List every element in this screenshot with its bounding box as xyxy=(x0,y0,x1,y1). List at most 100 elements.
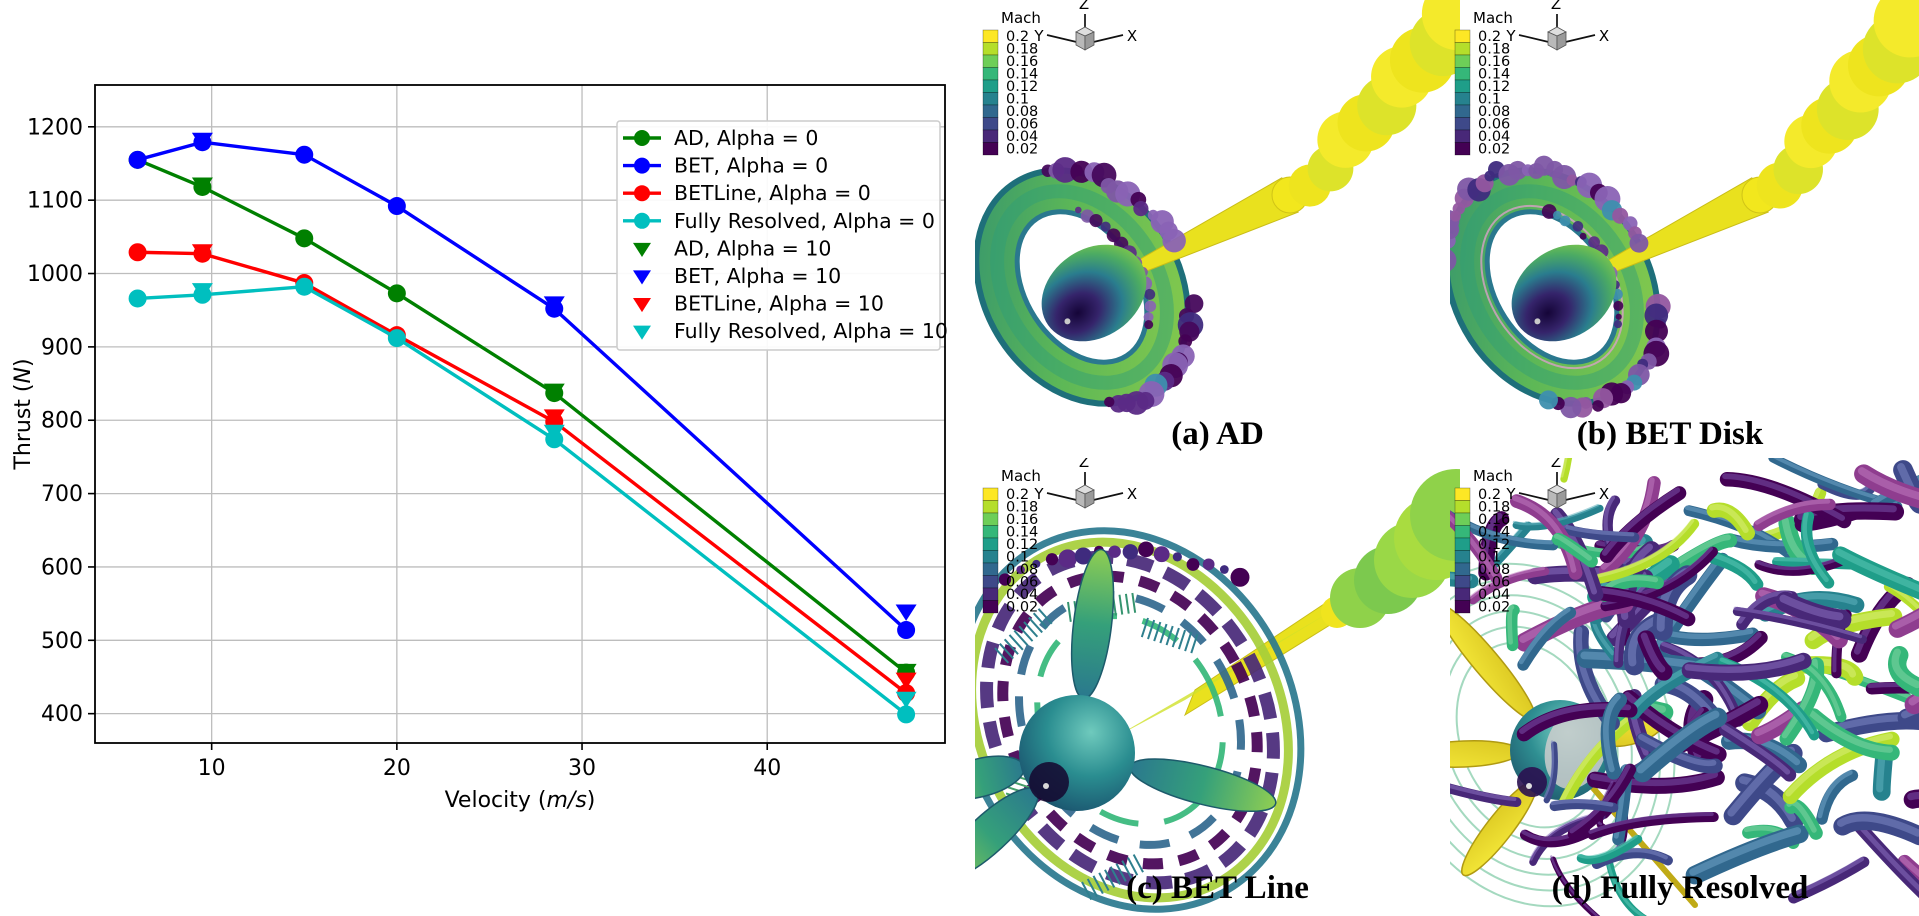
colorbar-title: Mach xyxy=(1473,467,1513,485)
legend-label: BETLine, Alpha = 10 xyxy=(674,292,884,316)
ring-wake-graphic xyxy=(1450,0,1919,419)
colorbar-tick-label: 0.04 xyxy=(1006,587,1038,603)
axis-triad-icon: Z Y X xyxy=(1033,0,1137,51)
colorbar-tick-label: 0.1 xyxy=(1006,550,1029,566)
chart-legend: AD, Alpha = 0 BET, Alpha = 0 BETLine, Alph… xyxy=(616,120,948,351)
cfd-panel-ad: Mach 0.20.180.160.140.120.10.080.060.040.… xyxy=(975,0,1460,415)
colorbar-tick-label: 0.08 xyxy=(1006,562,1038,578)
tick-labels: 10 20 30 40 400 500 600 700 800 900 1000 1100 1200 xyxy=(27,115,781,781)
axis-triad-icon: Z Y X xyxy=(1033,458,1137,509)
colorbar-title: Mach xyxy=(1001,9,1041,27)
colorbar-tick-label: 0.06 xyxy=(1478,117,1510,133)
panel-caption-b: (b) BET Disk xyxy=(1576,416,1764,452)
colorbar-tick-label: 0.1 xyxy=(1478,550,1501,566)
colorbar-tick-label: 0.16 xyxy=(1006,54,1038,70)
y-tick-label: 800 xyxy=(41,409,83,434)
propeller-blade xyxy=(1450,740,1521,768)
series-ad-alpha-10 xyxy=(191,177,917,681)
colorbar-tick-label: 0.18 xyxy=(1006,42,1038,58)
series-fully-resolved-alpha-10 xyxy=(191,283,917,709)
colorbar-tick-label: 0.2 xyxy=(1006,29,1029,45)
colorbar-tick-label: 0.16 xyxy=(1478,512,1510,528)
triad-x-label: X xyxy=(1599,485,1609,503)
colorbar-tick-label: 0.08 xyxy=(1478,562,1510,578)
colorbar-tick-label: 0.14 xyxy=(1478,67,1510,83)
colorbar-tick-label: 0.06 xyxy=(1006,575,1038,591)
colorbar-tick-label: 0.02 xyxy=(1478,600,1510,616)
colorbar-tick-label: 0.02 xyxy=(1006,600,1038,616)
triad-z-label: Z xyxy=(1079,458,1089,471)
bet-line-graphic xyxy=(975,469,1460,913)
mach-colorbar: Mach 0.20.180.160.140.120.10.080.060.040.… xyxy=(1454,467,1513,616)
triad-z-label: Z xyxy=(1079,0,1089,13)
colorbar-tick-label: 0.12 xyxy=(1006,537,1038,553)
colorbar-tick-label: 0.16 xyxy=(1006,512,1038,528)
triad-y-label: Y xyxy=(1033,27,1044,45)
colorbar-tick-label: 0.16 xyxy=(1478,54,1510,70)
colorbar-tick-label: 0.06 xyxy=(1006,117,1038,133)
vortex-worms xyxy=(1450,458,1919,916)
jet-wake-graphic xyxy=(1577,0,1919,286)
colorbar-tick-label: 0.12 xyxy=(1006,79,1038,95)
tip-vortex-lines xyxy=(1140,617,1199,654)
vortex-crust xyxy=(1041,157,1204,415)
y-tick-label: 700 xyxy=(41,482,83,507)
x-tick-label: 30 xyxy=(568,756,596,781)
colorbar-tick-label: 0.2 xyxy=(1006,487,1029,503)
propeller-blade xyxy=(1070,548,1115,700)
legend-entry: BETLine, Alpha = 0 xyxy=(623,181,871,205)
cfd-panel-fully-resolved: Mach 0.20.180.160.140.120.10.080.060.040.… xyxy=(1450,458,1919,916)
colorbar-tick-label: 0.14 xyxy=(1006,67,1038,83)
legend-entry: BET, Alpha = 0 xyxy=(623,154,828,178)
triad-x-label: X xyxy=(1599,27,1609,45)
colorbar-tick-label: 0.04 xyxy=(1478,587,1510,603)
colorbar-title: Mach xyxy=(1001,467,1041,485)
colorbar-tick-label: 0.1 xyxy=(1006,92,1029,108)
colorbar-tick-label: 0.02 xyxy=(1006,142,1038,158)
colorbar-tick-label: 0.18 xyxy=(1006,500,1038,516)
legend-entry: BET, Alpha = 10 xyxy=(633,264,841,288)
colorbar-tick-label: 0.18 xyxy=(1478,42,1510,58)
y-tick-label: 900 xyxy=(41,335,83,360)
y-tick-label: 500 xyxy=(41,629,83,654)
series-bet-alpha-10 xyxy=(191,132,917,621)
colorbar-tick-label: 0.08 xyxy=(1478,104,1510,120)
tip-vortex-lines xyxy=(994,608,1053,664)
y-axis-label: Thrust (N) xyxy=(11,358,36,470)
legend-entry: AD, Alpha = 10 xyxy=(633,236,831,260)
y-tick-label: 600 xyxy=(41,555,83,580)
triad-z-label: Z xyxy=(1551,458,1561,471)
colorbar-tick-label: 0.12 xyxy=(1478,537,1510,553)
colorbar-tick-label: 0.18 xyxy=(1478,500,1510,516)
spinner-graphic xyxy=(1041,244,1147,342)
x-tick-label: 40 xyxy=(753,756,781,781)
y-tick-label: 400 xyxy=(41,702,83,727)
triad-y-label: Y xyxy=(1505,485,1516,503)
thrust-velocity-chart: 10 20 30 40 400 500 600 700 800 900 1000 1100 1200 Ve… xyxy=(11,84,948,813)
legend-label: Fully Resolved, Alpha = 10 xyxy=(674,319,948,343)
legend-label: AD, Alpha = 10 xyxy=(674,236,831,260)
colorbar-tick-label: 0.08 xyxy=(1006,104,1038,120)
triad-y-label: Y xyxy=(1033,485,1044,503)
mach-colorbar: Mach 0.20.180.160.140.120.10.080.060.040.… xyxy=(1454,9,1513,158)
mach-colorbar: Mach 0.20.180.160.140.120.10.080.060.040.… xyxy=(982,9,1041,158)
colorbar-tick-label: 0.04 xyxy=(1478,129,1510,145)
y-tick-label: 1100 xyxy=(27,189,83,214)
colorbar-tick-label: 0.02 xyxy=(1478,142,1510,158)
legend-entry: Fully Resolved, Alpha = 10 xyxy=(633,319,948,343)
x-axis-label: Velocity (m/s) xyxy=(445,788,596,813)
x-tick-label: 20 xyxy=(383,756,411,781)
cfd-panel-bet-disk: Mach 0.20.180.160.140.120.10.080.060.040.… xyxy=(1450,0,1919,419)
colorbar-tick-label: 0.2 xyxy=(1478,487,1501,503)
panel-caption-d: (d) Fully Resolved xyxy=(1551,870,1809,906)
colorbar-tick-label: 0.12 xyxy=(1478,79,1510,95)
legend-entry: BETLine, Alpha = 10 xyxy=(633,292,884,316)
propeller-blade xyxy=(1129,758,1277,813)
legend-label: AD, Alpha = 0 xyxy=(674,126,818,150)
colorbar-tick-label: 0.04 xyxy=(1006,129,1038,145)
colorbar-title: Mach xyxy=(1473,9,1513,27)
legend-label: Fully Resolved, Alpha = 0 xyxy=(674,209,935,233)
legend-entry: Fully Resolved, Alpha = 0 xyxy=(623,209,935,233)
colorbar-tick-label: 0.06 xyxy=(1478,575,1510,591)
